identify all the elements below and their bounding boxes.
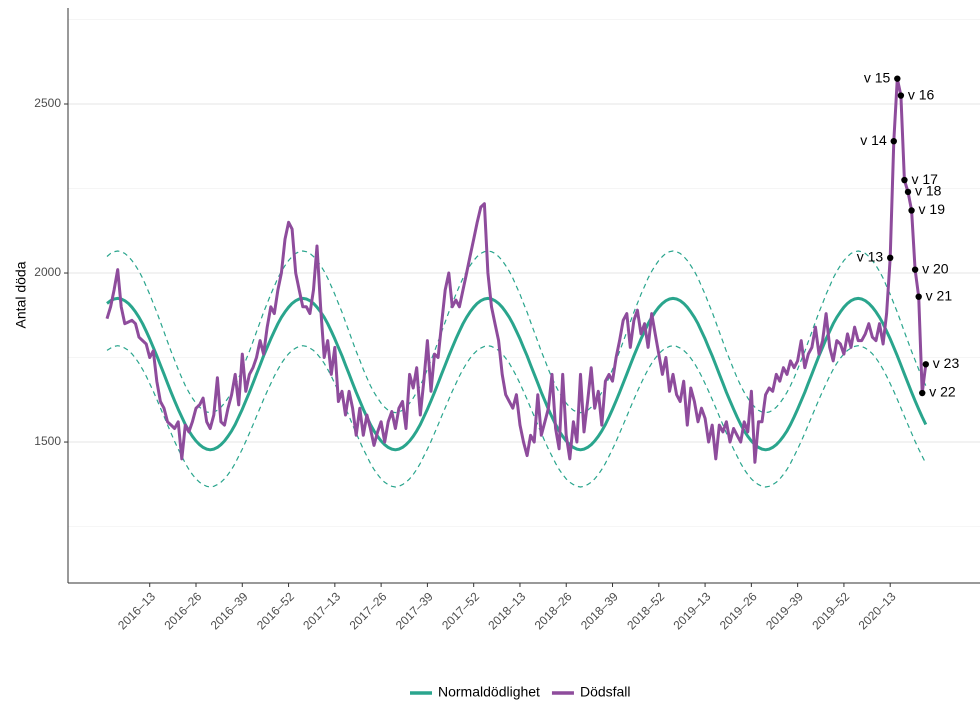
x-tick-label: 2016–13 (115, 589, 158, 632)
x-tick-label: 2019–13 (671, 589, 714, 632)
point (901, 176, 908, 184)
x-tick-label: 2019–26 (717, 589, 760, 632)
x-tick-label: 2019–39 (763, 589, 806, 632)
x-tick-label: 2018–13 (485, 589, 528, 632)
series-line (106, 296, 928, 452)
legend-label: Dödsfall (580, 684, 631, 700)
point-label: v 15 (864, 69, 891, 85)
point (904, 188, 912, 196)
point-label: v 13 (857, 249, 884, 265)
point-label: v 18 (915, 183, 942, 199)
point-label: v 21 (926, 287, 953, 303)
x-tick-label: 2017–26 (347, 589, 390, 632)
y-axis-label: Antal döda (13, 261, 29, 328)
x-tick-label: 2017–52 (439, 589, 482, 632)
band-lower (106, 345, 927, 488)
x-tick-label: 2016–52 (254, 589, 297, 632)
point-label: v 14 (860, 132, 887, 148)
x-tick-label: 2019–52 (809, 589, 852, 632)
x-tick-label: 2017–39 (393, 589, 436, 632)
point-label: v 20 (922, 260, 949, 276)
point-label: v 22 (929, 384, 956, 400)
x-tick-label: 2017–13 (300, 589, 343, 632)
point (911, 266, 919, 273)
y-tick-label: 1500 (34, 434, 61, 448)
point (890, 137, 897, 145)
x-tick-label: 2016–26 (161, 589, 204, 632)
x-tick-label: 2018–52 (624, 589, 667, 632)
point-label: v 16 (908, 86, 935, 102)
legend-label: Normaldödlighet (438, 684, 540, 700)
series-line (105, 77, 928, 464)
point (908, 207, 915, 214)
x-tick-label: 2018–39 (578, 589, 621, 632)
point (915, 293, 922, 300)
point-label: v 17 (911, 171, 938, 187)
point (887, 254, 894, 262)
point-label: v 23 (933, 355, 960, 371)
x-tick-label: 2018–26 (532, 589, 575, 632)
point (922, 361, 929, 368)
y-tick-label: 2000 (34, 265, 61, 279)
x-tick-label: 2016–39 (208, 589, 251, 632)
point (894, 75, 901, 82)
point-label: v 19 (919, 201, 946, 217)
y-tick-label: 2500 (34, 96, 61, 110)
point (897, 92, 905, 99)
point (919, 389, 926, 397)
x-tick-label: 2020–13 (856, 589, 899, 632)
